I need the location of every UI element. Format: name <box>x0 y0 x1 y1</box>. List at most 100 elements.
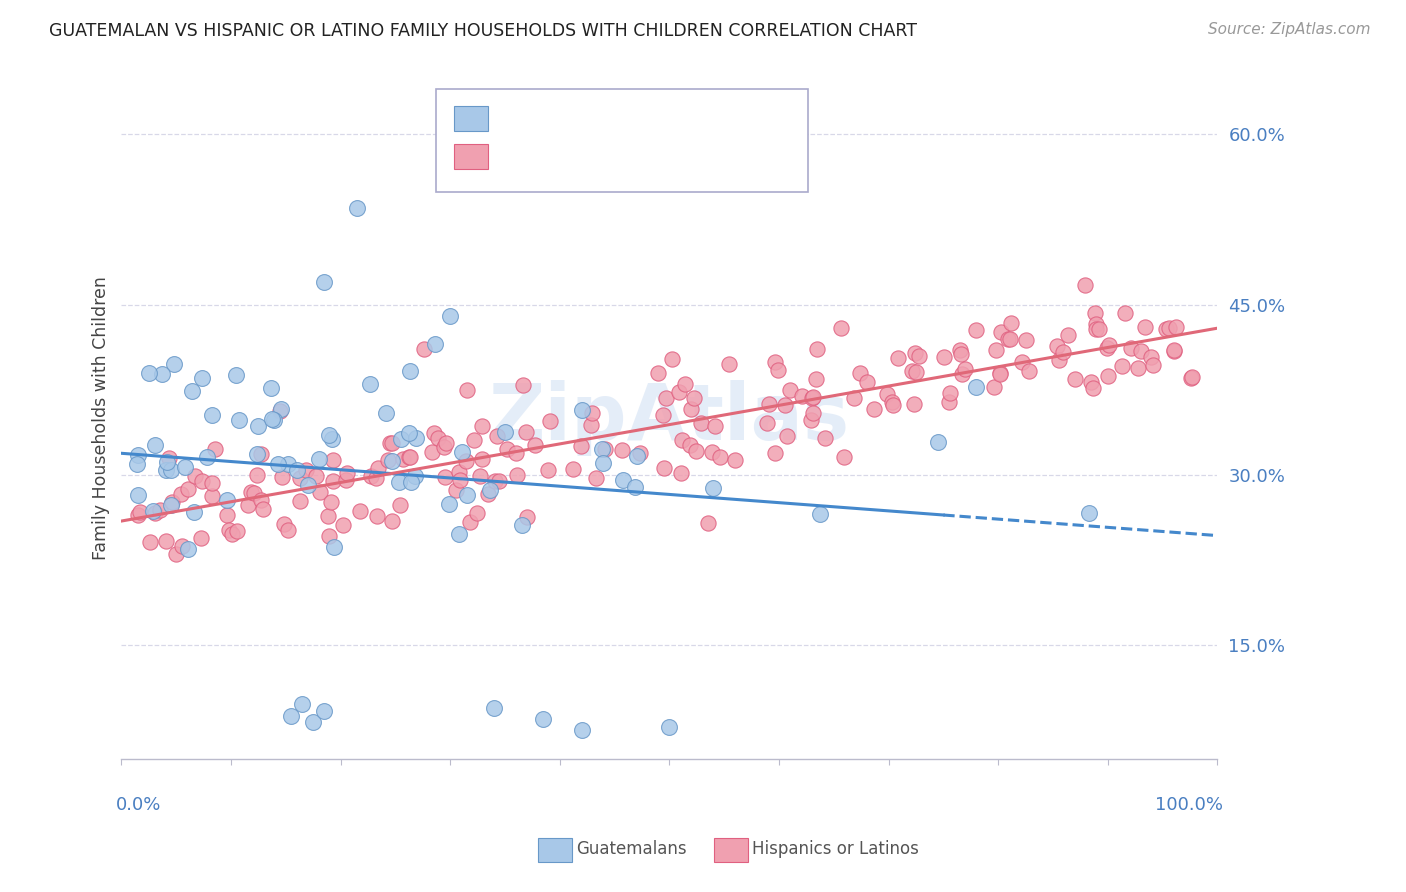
Point <box>437 497 460 511</box>
Point <box>724 453 747 467</box>
Point <box>506 467 529 482</box>
Point <box>160 495 183 509</box>
Point <box>191 371 214 385</box>
Point <box>515 425 537 440</box>
Point <box>322 474 344 488</box>
Point <box>432 440 454 454</box>
Point <box>444 483 467 497</box>
Point <box>496 442 519 456</box>
Point <box>316 508 339 523</box>
Point <box>449 473 471 487</box>
Point <box>128 505 150 519</box>
Point <box>197 450 219 464</box>
Point <box>990 325 1012 339</box>
Point <box>1128 360 1150 375</box>
Point <box>756 416 779 430</box>
Text: 100.0%: 100.0% <box>1154 797 1223 814</box>
Point <box>434 470 457 484</box>
Point <box>562 462 585 476</box>
Point <box>863 402 886 417</box>
Text: Guatemalans: Guatemalans <box>576 840 688 858</box>
Point <box>308 452 330 467</box>
Point <box>336 466 359 480</box>
Point <box>225 368 247 382</box>
Point <box>183 505 205 519</box>
Point <box>201 408 224 422</box>
Point <box>360 468 382 483</box>
Point <box>612 473 634 487</box>
Point <box>658 720 681 734</box>
Point <box>628 446 651 460</box>
Point <box>801 390 824 404</box>
Point <box>155 533 177 548</box>
Point <box>250 493 273 508</box>
Point <box>1140 350 1163 364</box>
Point <box>451 445 474 459</box>
Point <box>388 475 411 489</box>
Text: Hispanics or Latinos: Hispanics or Latinos <box>752 840 920 858</box>
Point <box>127 508 149 522</box>
Point <box>938 395 960 409</box>
Point <box>288 493 311 508</box>
Point <box>201 476 224 491</box>
Point <box>391 451 413 466</box>
Point <box>314 275 336 289</box>
Point <box>302 715 325 730</box>
Point <box>1163 343 1185 357</box>
Point <box>876 386 898 401</box>
Point <box>1015 333 1038 347</box>
Point <box>531 712 554 726</box>
Point <box>434 436 457 450</box>
Point <box>538 414 561 428</box>
Point <box>423 426 446 441</box>
Point <box>381 453 404 467</box>
Point <box>1088 321 1111 335</box>
Point <box>471 419 494 434</box>
Point <box>226 524 249 538</box>
Point <box>1052 345 1074 359</box>
Point <box>523 438 546 452</box>
Point <box>181 384 204 398</box>
Point <box>804 372 827 386</box>
Point <box>367 461 389 475</box>
Point <box>399 450 422 465</box>
Point <box>294 463 316 477</box>
Point <box>1095 341 1118 355</box>
Point <box>1063 372 1085 386</box>
Point <box>904 346 927 360</box>
Point <box>949 343 972 357</box>
Point <box>163 357 186 371</box>
Point <box>399 363 422 377</box>
Point <box>983 379 1005 393</box>
Point <box>880 395 903 409</box>
Point <box>150 367 173 381</box>
Point <box>832 450 855 464</box>
Point <box>1011 355 1033 369</box>
Point <box>1133 320 1156 334</box>
Y-axis label: Family Households with Children: Family Households with Children <box>93 277 110 560</box>
Point <box>332 518 354 533</box>
Point <box>763 355 786 369</box>
Point <box>766 363 789 377</box>
Text: N =: N = <box>657 108 690 126</box>
Point <box>1097 368 1119 383</box>
Point <box>690 416 713 430</box>
Point <box>1083 381 1105 395</box>
Point <box>1111 359 1133 373</box>
Point <box>849 367 872 381</box>
Point <box>1130 344 1153 359</box>
Point <box>510 517 533 532</box>
Point <box>318 529 340 543</box>
Point <box>673 376 696 391</box>
Point <box>571 402 593 417</box>
Point <box>593 442 616 456</box>
Point <box>398 426 420 441</box>
Point <box>218 524 240 538</box>
Point <box>903 397 925 411</box>
Point <box>1181 369 1204 384</box>
Point <box>456 454 478 468</box>
Point <box>238 499 260 513</box>
Point <box>271 470 294 484</box>
Point <box>569 439 592 453</box>
Point <box>381 514 404 528</box>
